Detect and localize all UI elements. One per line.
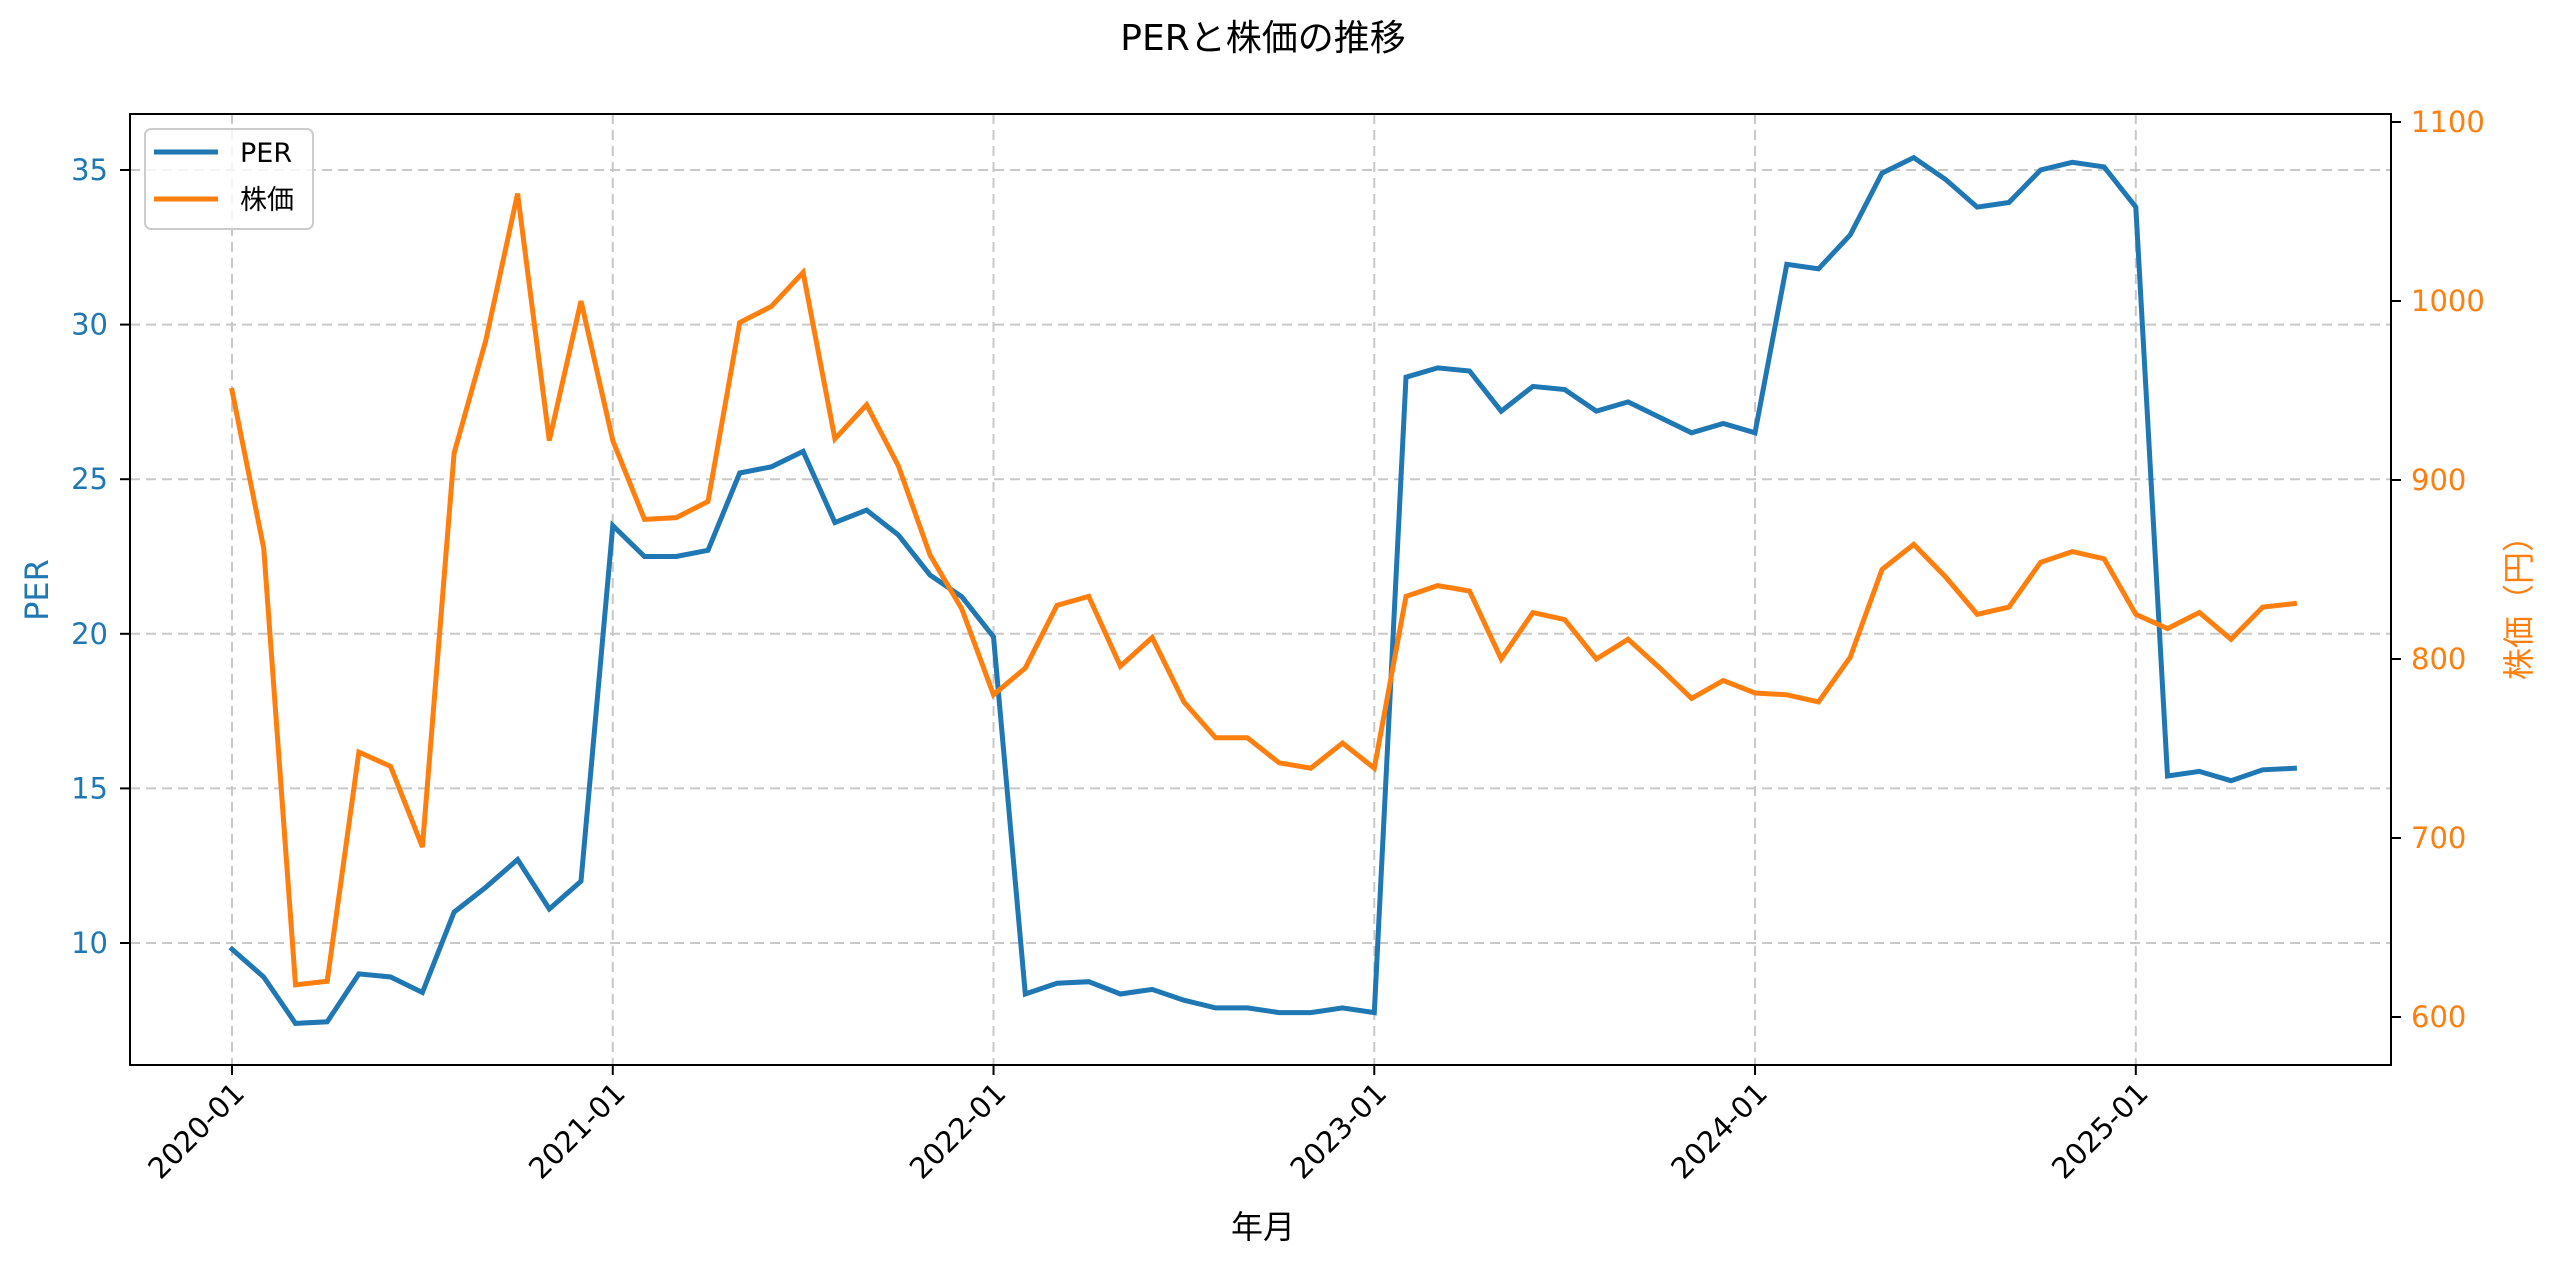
x-tick-label: 2024-01 (1664, 1076, 1774, 1186)
y-right-tick-label: 700 (2411, 821, 2466, 855)
y-right-tick-label: 800 (2411, 642, 2466, 676)
y-right-tick-label: 1100 (2411, 105, 2485, 139)
y-left-tick-label: 35 (71, 153, 108, 187)
x-axis-ticks: 2020-01 2021-01 2022-01 2023-01 2024-01 2025-… (141, 1065, 2155, 1186)
y-right-axis-label: 株価（円） (2500, 520, 2538, 680)
x-tick-label: 2020-01 (141, 1076, 251, 1186)
legend-price-label: 株価 (240, 185, 294, 216)
y-left-axis-label: PER (18, 559, 56, 621)
series-price-line (229, 193, 2298, 988)
y-right-tick-label: 900 (2411, 463, 2466, 497)
grid-lines (130, 114, 2391, 1065)
series-per-line (228, 154, 2298, 1026)
plot-frame (129, 113, 2392, 1066)
y-left-tick-label: 15 (71, 771, 108, 805)
x-axis-label: 年月 (1231, 1208, 1295, 1246)
y-left-tick-label: 10 (71, 926, 108, 960)
y-left-tick-label: 20 (71, 617, 108, 651)
chart-title: PERと株価の推移 (1120, 18, 1405, 59)
legend: PER 株価 (144, 128, 314, 230)
x-tick-label: 2025-01 (2045, 1076, 2155, 1186)
y-left-tick-label: 30 (71, 308, 108, 342)
legend-per-label: PER (240, 138, 292, 169)
y-right-tick-label: 600 (2411, 1000, 2466, 1034)
x-tick-label: 2023-01 (1284, 1076, 1394, 1186)
y-left-axis-ticks: 10 15 20 25 30 35 (71, 153, 130, 960)
y-right-tick-label: 1000 (2411, 284, 2485, 318)
x-tick-label: 2022-01 (903, 1076, 1013, 1186)
y-right-axis-ticks: 600 700 800 900 1000 1100 (2391, 105, 2485, 1034)
y-left-tick-label: 25 (71, 462, 108, 496)
x-tick-label: 2021-01 (522, 1076, 632, 1186)
series-layer (228, 154, 2298, 1026)
